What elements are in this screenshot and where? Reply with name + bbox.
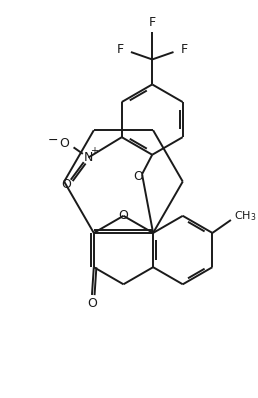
Text: F: F: [116, 43, 123, 56]
Text: CH$_3$: CH$_3$: [234, 209, 256, 223]
Text: N: N: [84, 151, 93, 164]
Text: O: O: [118, 209, 128, 222]
Text: −: −: [48, 133, 59, 146]
Text: O: O: [59, 137, 69, 150]
Text: F: F: [149, 16, 156, 29]
Text: O: O: [87, 297, 97, 310]
Text: +: +: [90, 146, 98, 156]
Text: O: O: [133, 170, 143, 183]
Text: O: O: [61, 178, 71, 191]
Text: F: F: [181, 43, 188, 56]
